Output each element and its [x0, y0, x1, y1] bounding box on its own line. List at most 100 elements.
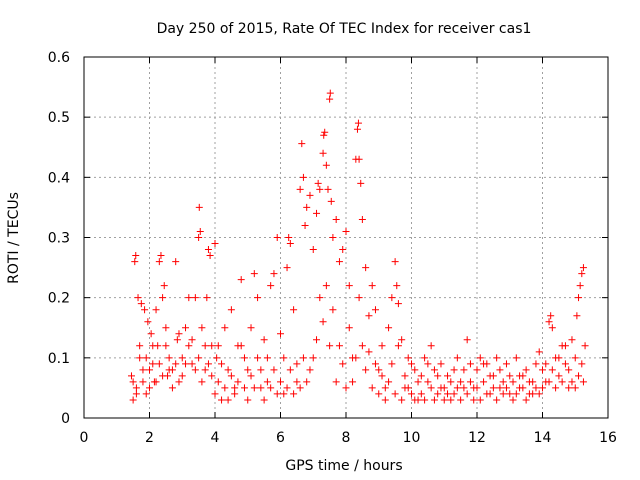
data-point	[355, 294, 363, 302]
data-point	[545, 378, 553, 386]
data-point	[463, 336, 471, 344]
data-point	[539, 384, 546, 392]
data-point	[440, 396, 448, 404]
data-point	[131, 258, 139, 266]
data-point	[191, 294, 199, 302]
data-point	[414, 378, 422, 386]
data-point	[393, 282, 401, 290]
data-point	[250, 384, 258, 392]
data-point	[327, 197, 335, 205]
data-point	[421, 354, 429, 362]
data-point	[457, 396, 465, 404]
x-tick-label: 8	[342, 430, 351, 446]
data-point	[152, 378, 160, 386]
data-point	[227, 306, 235, 314]
data-point	[581, 342, 589, 350]
y-tick-label: 0.5	[48, 110, 70, 126]
data-point	[244, 366, 252, 374]
data-point	[388, 294, 396, 302]
data-point	[391, 390, 399, 398]
data-point	[339, 360, 347, 368]
data-point	[146, 366, 153, 374]
data-point	[375, 390, 383, 398]
data-point	[547, 312, 555, 320]
data-point	[142, 390, 150, 398]
data-point	[496, 366, 504, 374]
data-point	[522, 366, 530, 374]
data-point	[201, 342, 209, 350]
data-point	[375, 366, 383, 374]
data-point	[221, 324, 229, 332]
data-point	[401, 372, 409, 380]
data-point	[424, 378, 432, 386]
data-point	[146, 384, 153, 392]
data-point	[388, 360, 396, 368]
data-point	[502, 360, 510, 368]
data-point	[575, 294, 583, 302]
data-point	[466, 378, 474, 386]
data-point	[561, 342, 569, 350]
data-point	[460, 384, 468, 392]
data-point	[417, 372, 425, 380]
data-point	[512, 354, 520, 362]
data-point	[437, 384, 445, 392]
data-point	[447, 396, 455, 404]
data-point	[548, 366, 556, 374]
data-point	[306, 191, 314, 199]
data-point	[470, 396, 478, 404]
data-point	[204, 246, 212, 254]
data-point	[499, 390, 507, 398]
data-point	[134, 294, 142, 302]
data-point	[437, 360, 445, 368]
data-point	[290, 390, 298, 398]
data-point	[173, 336, 181, 344]
data-point	[257, 366, 265, 374]
data-point	[247, 324, 255, 332]
data-point	[332, 215, 340, 223]
data-point	[185, 342, 193, 350]
data-point	[424, 360, 432, 368]
data-point	[480, 360, 488, 368]
x-axis-label: GPS time / hours	[285, 458, 402, 474]
data-point	[195, 203, 203, 211]
data-point	[447, 378, 455, 386]
data-point	[326, 95, 334, 103]
data-point	[283, 384, 291, 392]
data-point	[313, 336, 321, 344]
data-point	[175, 378, 183, 386]
data-point	[371, 306, 379, 314]
data-point	[362, 264, 370, 272]
data-point	[316, 294, 324, 302]
data-point	[408, 360, 415, 368]
data-point	[185, 294, 193, 302]
data-point	[250, 270, 258, 278]
data-point	[444, 372, 452, 380]
data-point	[319, 318, 327, 326]
data-point	[339, 246, 347, 254]
data-point	[411, 366, 419, 374]
data-point	[579, 378, 587, 386]
data-point	[368, 384, 376, 392]
x-tick-label: 12	[468, 430, 486, 446]
data-point	[326, 89, 334, 97]
data-point	[358, 215, 366, 223]
data-point	[362, 366, 370, 374]
data-point	[324, 185, 332, 193]
data-point	[149, 360, 157, 368]
data-point	[137, 300, 145, 308]
data-point	[571, 384, 579, 392]
data-point	[398, 396, 406, 404]
data-point	[270, 366, 278, 374]
data-point	[493, 354, 501, 362]
x-tick-label: 14	[534, 430, 552, 446]
data-point	[188, 360, 196, 368]
data-point	[211, 390, 219, 398]
data-point	[155, 360, 163, 368]
data-point	[398, 336, 406, 344]
data-point	[301, 221, 309, 229]
data-point	[385, 324, 393, 332]
data-point	[172, 360, 180, 368]
x-tick-label: 6	[276, 430, 285, 446]
data-point	[254, 354, 262, 362]
data-point	[306, 366, 314, 374]
